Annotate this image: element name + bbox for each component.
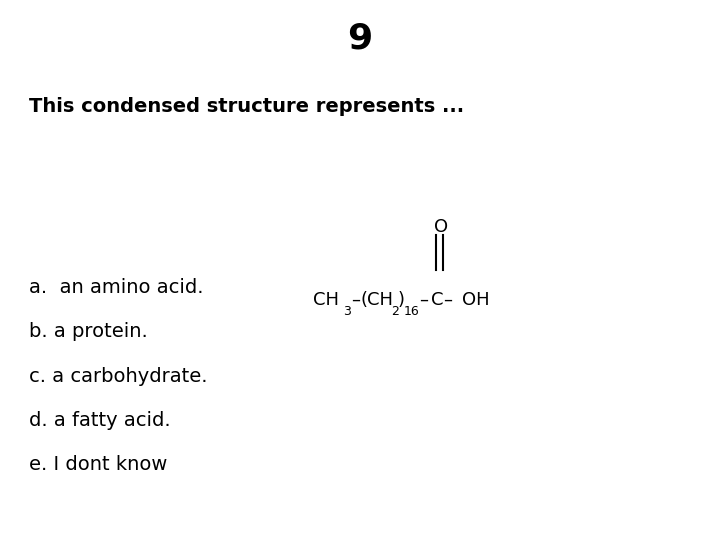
Text: C: C [431, 291, 443, 309]
Text: a.  an amino acid.: a. an amino acid. [29, 278, 203, 297]
Text: –: – [419, 291, 428, 309]
Text: d. a fatty acid.: d. a fatty acid. [29, 411, 171, 430]
Text: e. I dont know: e. I dont know [29, 455, 167, 474]
Text: 16: 16 [404, 305, 420, 318]
Text: –: – [351, 291, 360, 309]
Text: This condensed structure represents ...: This condensed structure represents ... [29, 97, 464, 116]
Text: OH: OH [462, 291, 490, 309]
Text: c. a carbohydrate.: c. a carbohydrate. [29, 367, 207, 386]
Text: (CH: (CH [361, 291, 394, 309]
Text: 3: 3 [343, 305, 351, 318]
Text: O: O [434, 218, 449, 236]
Text: ): ) [397, 291, 405, 309]
Text: –: – [444, 291, 452, 309]
Text: b. a protein.: b. a protein. [29, 322, 148, 341]
Text: 2: 2 [391, 305, 399, 318]
Text: 9: 9 [347, 22, 373, 56]
Text: CH: CH [313, 291, 339, 309]
